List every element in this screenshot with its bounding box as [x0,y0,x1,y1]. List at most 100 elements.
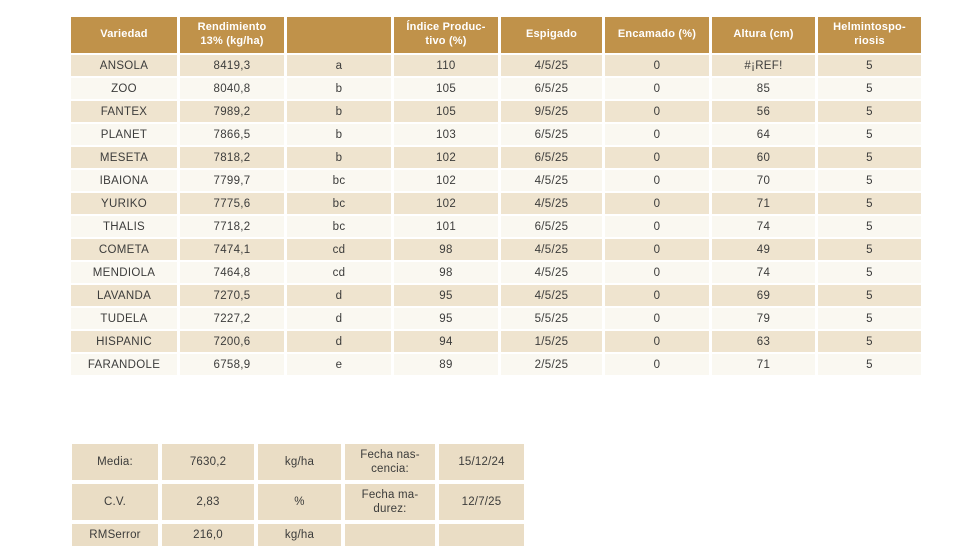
table-cell: 0 [605,124,709,145]
table-cell: 7464,8 [180,262,284,283]
table-cell: 74 [712,262,815,283]
table-cell: 5 [818,262,921,283]
table-cell: 0 [605,101,709,122]
table-cell: 5 [818,354,921,375]
table-cell: MESETA [71,147,177,168]
header-row: Variedad Rendimiento 13% (kg/ha) Índice Pr… [71,17,921,53]
table-cell: 6/5/25 [501,147,602,168]
table-cell: 69 [712,285,815,306]
table-cell: 79 [712,308,815,329]
table-cell: 70 [712,170,815,191]
table-cell: 89 [394,354,498,375]
table-cell: d [287,331,391,352]
summary-cell: 2,83 [162,484,254,520]
table-cell: b [287,101,391,122]
table-cell: 105 [394,78,498,99]
summary-cell: RMSerror [72,524,158,546]
table-cell: 0 [605,354,709,375]
summary-cell: 216,0 [162,524,254,546]
table-cell: 5 [818,101,921,122]
summary-row: Media: 7630,2 kg/ha Fecha nas- cencia: 15/12… [72,444,524,480]
table-cell: 6758,9 [180,354,284,375]
table-cell: 1/5/25 [501,331,602,352]
table-cell: 0 [605,308,709,329]
table-cell: LAVANDA [71,285,177,306]
table-cell: 6/5/25 [501,124,602,145]
table-cell: 95 [394,285,498,306]
column-header: Espigado [501,17,602,53]
table-cell: 102 [394,147,498,168]
table-cell: 7775,6 [180,193,284,214]
table-cell: 98 [394,262,498,283]
table-cell: bc [287,216,391,237]
table-cell: 8040,8 [180,78,284,99]
table-cell: 7270,5 [180,285,284,306]
table-cell: bc [287,193,391,214]
table-cell: 60 [712,147,815,168]
table-row: YURIKO 7775,6 bc 102 4/5/25 0 71 5 [71,193,921,214]
table-cell: #¡REF! [712,55,815,76]
table-cell: 7718,2 [180,216,284,237]
table-cell: d [287,308,391,329]
variety-results-table: Variedad Rendimiento 13% (kg/ha) Índice Pr… [68,15,924,377]
table-cell: COMETA [71,239,177,260]
table-cell: 4/5/25 [501,55,602,76]
variety-results-table-header: Variedad Rendimiento 13% (kg/ha) Índice Pr… [71,17,921,53]
table-row: ANSOLA 8419,3 a 110 4/5/25 0 #¡REF! 5 [71,55,921,76]
column-header: Altura (cm) [712,17,815,53]
table-cell: 5 [818,331,921,352]
table-cell: YURIKO [71,193,177,214]
table-cell: 9/5/25 [501,101,602,122]
table-cell: 0 [605,55,709,76]
table-cell: 5 [818,308,921,329]
table-cell: 74 [712,216,815,237]
table-cell: 4/5/25 [501,262,602,283]
table-cell: MENDIOLA [71,262,177,283]
table-cell: 5 [818,285,921,306]
table-row: IBAIONA 7799,7 bc 102 4/5/25 0 70 5 [71,170,921,191]
table-row: PLANET 7866,5 b 103 6/5/25 0 64 5 [71,124,921,145]
table-cell: 0 [605,170,709,191]
column-header [287,17,391,53]
table-cell: 71 [712,193,815,214]
table-cell: FANTEX [71,101,177,122]
table-cell: bc [287,170,391,191]
table-row: COMETA 7474,1 cd 98 4/5/25 0 49 5 [71,239,921,260]
table-cell: 0 [605,262,709,283]
table-cell: 110 [394,55,498,76]
table-cell: THALIS [71,216,177,237]
summary-cell [439,524,524,546]
table-cell: 5 [818,78,921,99]
table-row: MENDIOLA 7464,8 cd 98 4/5/25 0 74 5 [71,262,921,283]
table-row: ZOO 8040,8 b 105 6/5/25 0 85 5 [71,78,921,99]
table-cell: b [287,78,391,99]
table-cell: 5 [818,147,921,168]
table-cell: 6/5/25 [501,78,602,99]
table-cell: ANSOLA [71,55,177,76]
column-header: Encamado (%) [605,17,709,53]
table-cell: 5 [818,193,921,214]
table-cell: 105 [394,101,498,122]
table-cell: 64 [712,124,815,145]
table-cell: 5/5/25 [501,308,602,329]
summary-cell: kg/ha [258,524,341,546]
table-row: FANTEX 7989,2 b 105 9/5/25 0 56 5 [71,101,921,122]
table-cell: TUDELA [71,308,177,329]
table-cell: 56 [712,101,815,122]
table-cell: 7227,2 [180,308,284,329]
table-cell: 49 [712,239,815,260]
table-cell: 103 [394,124,498,145]
table-cell: b [287,124,391,145]
table-cell: 102 [394,170,498,191]
table-cell: 98 [394,239,498,260]
table-cell: 5 [818,124,921,145]
table-cell: cd [287,262,391,283]
column-header: Índice Produc- tivo (%) [394,17,498,53]
table-cell: b [287,147,391,168]
table-cell: 7474,1 [180,239,284,260]
table-row: THALIS 7718,2 bc 101 6/5/25 0 74 5 [71,216,921,237]
table-row: TUDELA 7227,2 d 95 5/5/25 0 79 5 [71,308,921,329]
table-cell: 4/5/25 [501,285,602,306]
summary-cell: 15/12/24 [439,444,524,480]
table-cell: a [287,55,391,76]
